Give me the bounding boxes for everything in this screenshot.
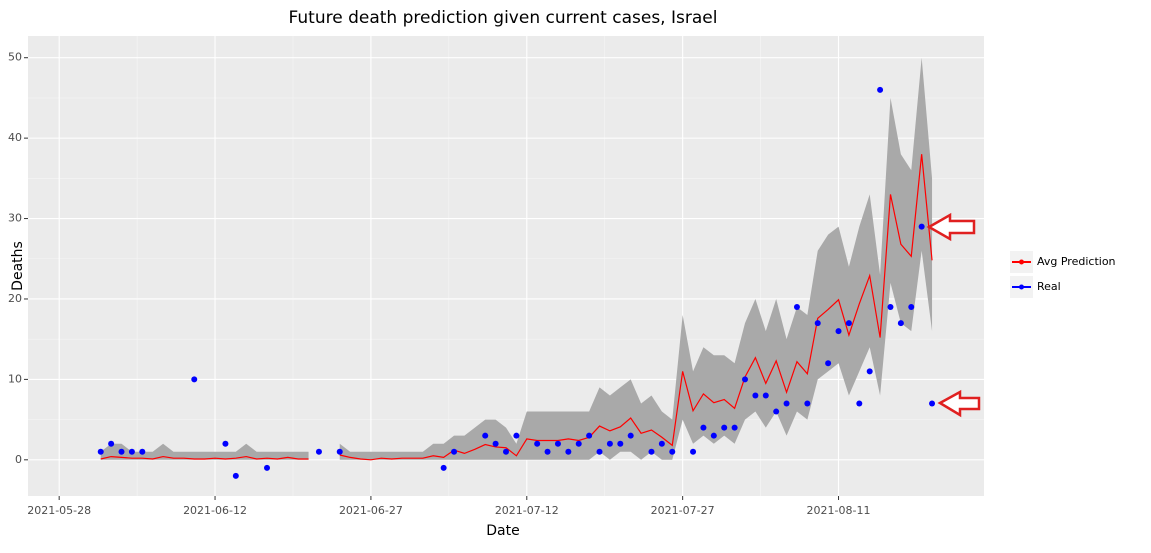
point [825, 360, 832, 367]
point [544, 448, 551, 455]
y-tick-label: 30 [8, 212, 22, 225]
point [440, 464, 447, 471]
point [336, 448, 343, 455]
point [451, 448, 458, 455]
point [762, 392, 769, 399]
point [690, 448, 697, 455]
point [648, 448, 655, 455]
legend-label: Avg Prediction [1037, 255, 1116, 268]
y-tick-label: 0 [15, 453, 22, 466]
point [929, 400, 936, 407]
point [877, 86, 884, 93]
point [534, 440, 541, 447]
point [513, 432, 520, 439]
point [845, 320, 852, 327]
x-tick-label: 2021-08-11 [807, 504, 871, 517]
point [586, 432, 593, 439]
point [742, 376, 748, 383]
point [710, 432, 717, 439]
point [721, 424, 728, 431]
point [918, 223, 925, 230]
point [887, 304, 894, 311]
point [503, 448, 509, 455]
point [856, 400, 863, 407]
point [700, 424, 707, 431]
annotation-arrow [937, 389, 981, 418]
point [139, 448, 146, 455]
prediction-band [339, 57, 933, 460]
point [814, 320, 821, 327]
y-tick-label: 10 [8, 372, 22, 385]
x-tick-label: 2021-07-27 [651, 504, 715, 517]
prediction-band [100, 443, 309, 460]
point [783, 400, 790, 407]
y-axis-title: Deaths [10, 241, 26, 291]
line [339, 154, 933, 461]
legend-dot [1019, 259, 1024, 265]
annotation-arrow [926, 212, 976, 242]
legend: Avg Prediction Real [1010, 251, 1116, 298]
point [118, 448, 125, 455]
point [731, 424, 738, 431]
point [482, 432, 489, 439]
point [804, 400, 811, 407]
x-axis-title: Date [486, 523, 519, 539]
legend-label: Real [1037, 280, 1061, 293]
point [315, 448, 322, 455]
y-tick-label: 40 [8, 131, 22, 144]
x-tick-label: 2021-07-12 [495, 504, 559, 517]
point [596, 448, 603, 455]
point [606, 440, 613, 447]
point [897, 320, 904, 327]
point [191, 376, 198, 383]
point [264, 464, 270, 471]
line [100, 455, 309, 460]
point [773, 408, 780, 415]
x-tick-label: 2021-05-28 [27, 504, 91, 517]
y-tick-label: 50 [8, 51, 22, 64]
point [108, 440, 115, 447]
chart-title: Future death prediction given current ca… [289, 8, 718, 28]
point [866, 368, 873, 375]
point [793, 304, 800, 311]
point [617, 440, 624, 447]
x-tick-label: 2021-06-12 [183, 504, 247, 517]
point [669, 448, 676, 455]
axes: 0 10 20 30 40 50 2021-05-28 2021-06-12 2021-06-2… [8, 51, 870, 517]
x-tick-label: 2021-06-27 [339, 504, 403, 517]
point [752, 392, 759, 399]
point [97, 448, 104, 455]
point [908, 304, 915, 311]
point [565, 448, 572, 455]
point [627, 432, 634, 439]
point [232, 472, 239, 479]
point [554, 440, 561, 447]
point [222, 440, 229, 447]
y-tick-label: 20 [8, 292, 22, 305]
point [128, 448, 135, 455]
point [835, 328, 842, 335]
point [575, 440, 582, 447]
point [492, 440, 499, 447]
point [658, 440, 665, 447]
legend-dot [1019, 284, 1024, 290]
marks [97, 57, 936, 479]
